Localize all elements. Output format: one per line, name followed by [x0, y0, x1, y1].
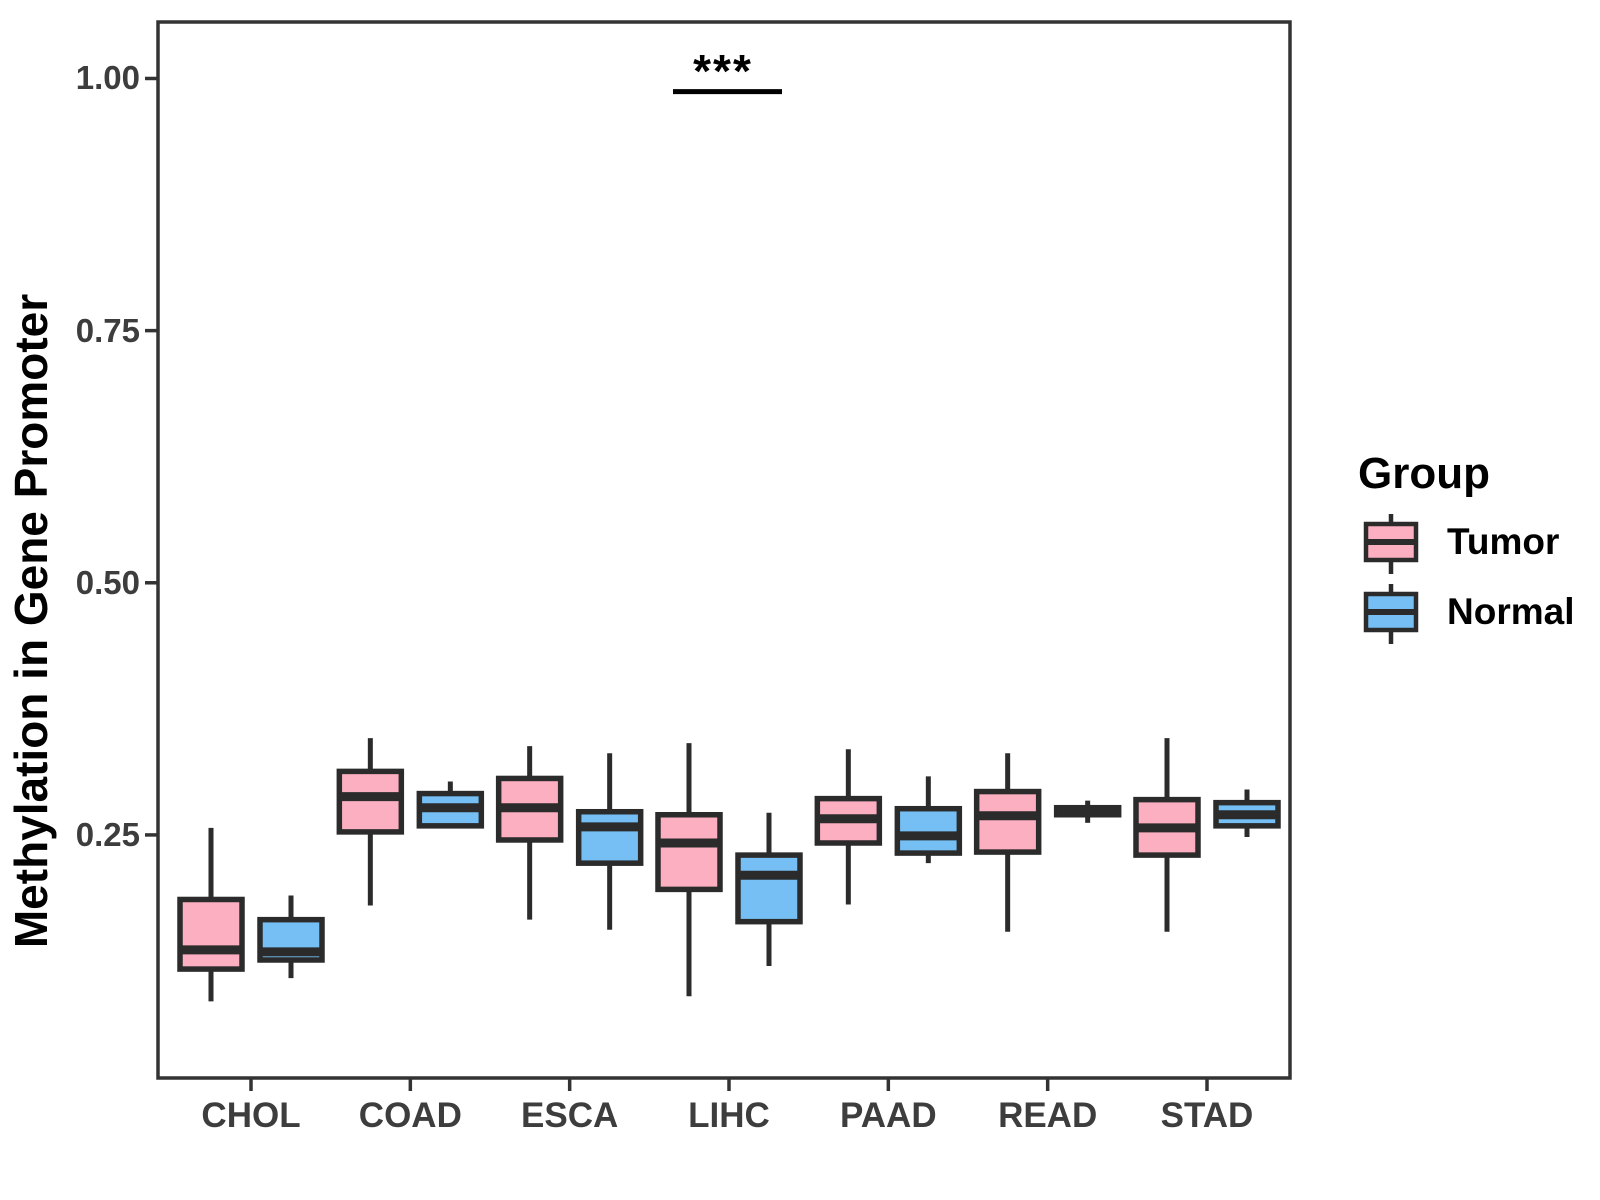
legend-title: Group [1358, 449, 1490, 498]
legend-key-tumor [1363, 514, 1419, 574]
x-tick-label-chol: CHOL [201, 1096, 301, 1135]
box-tumor-coad [336, 768, 405, 835]
legend-label-tumor: Tumor [1447, 521, 1560, 562]
significance-stars: *** [693, 45, 753, 97]
box-tumor-lihc [655, 812, 723, 893]
x-tick-label-esca: ESCA [521, 1096, 619, 1135]
y-tick-label: 1.00 [75, 59, 140, 97]
y-tick-label: 0.50 [75, 563, 140, 601]
legend-label-normal: Normal [1447, 591, 1575, 632]
box-tumor-chol [177, 896, 245, 972]
y-tick-label: 0.75 [75, 311, 140, 349]
x-tick-label-lihc: LIHC [688, 1096, 770, 1135]
panel-border [156, 20, 1292, 1080]
x-tick-label-coad: COAD [358, 1096, 462, 1135]
x-tick-label-stad: STAD [1160, 1096, 1254, 1135]
legend-key-normal [1363, 584, 1419, 644]
y-tick-label: 0.25 [75, 815, 140, 853]
box-normal-paad [894, 805, 963, 856]
x-tick-label-paad: PAAD [840, 1096, 937, 1135]
box-normal-lihc [735, 852, 803, 925]
x-tick-label-read: READ [998, 1096, 1098, 1135]
box-normal-esca [575, 808, 644, 866]
box-tumor-read [973, 788, 1042, 855]
